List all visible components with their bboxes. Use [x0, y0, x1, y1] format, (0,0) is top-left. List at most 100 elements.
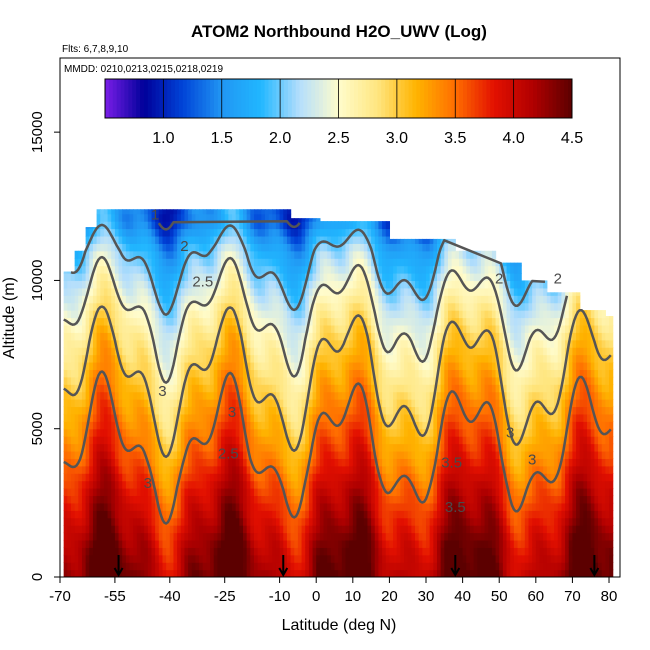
heatmap-cell — [400, 280, 405, 289]
heatmap-cell — [221, 443, 226, 452]
heatmap-cell — [294, 332, 299, 341]
heatmap-cell — [232, 228, 237, 237]
heatmap-cell — [162, 324, 167, 333]
heatmap-cell — [107, 302, 112, 311]
heatmap-cell — [389, 317, 394, 326]
heatmap-cell — [199, 213, 204, 222]
heatmap-cell — [418, 238, 423, 244]
heatmap-cell — [378, 517, 383, 526]
heatmap-cell — [166, 473, 171, 482]
heatmap-cell — [129, 488, 134, 497]
heatmap-cell — [195, 495, 200, 504]
heatmap-cell — [261, 213, 266, 222]
heatmap-cell — [78, 569, 83, 577]
heatmap-cell — [206, 525, 211, 534]
heatmap-cell — [111, 517, 116, 526]
heatmap-cell — [429, 532, 434, 541]
heatmap-cell — [147, 243, 153, 252]
heatmap-cell — [334, 221, 339, 230]
heatmap-cell — [210, 450, 215, 459]
heatmap-cell — [217, 406, 222, 415]
heatmap-cell — [400, 243, 405, 252]
heatmap-cell — [74, 450, 79, 459]
heatmap-cell — [297, 354, 303, 363]
heatmap-cell — [184, 517, 189, 526]
heatmap-cell — [261, 539, 266, 548]
heatmap-cell — [327, 569, 332, 577]
heatmap-cell — [308, 488, 314, 497]
heatmap-cell — [166, 354, 171, 363]
heatmap-cell — [294, 258, 299, 267]
heatmap-cell — [100, 495, 105, 504]
heatmap-cell — [155, 510, 160, 519]
heatmap-cell — [125, 332, 131, 341]
heatmap-cell — [107, 413, 112, 422]
heatmap-cell — [107, 235, 112, 244]
heatmap-cell — [96, 458, 101, 467]
heatmap-cell — [191, 465, 197, 474]
heatmap-cell — [89, 547, 94, 556]
heatmap-cell — [294, 295, 299, 304]
heatmap-cell — [144, 406, 149, 415]
heatmap-cell — [250, 399, 255, 408]
heatmap-cell — [301, 450, 306, 459]
heatmap-cell — [173, 280, 178, 289]
heatmap-cell — [407, 436, 412, 445]
heatmap-cell — [290, 562, 295, 571]
heatmap-cell — [286, 525, 292, 534]
heatmap-cell — [125, 273, 131, 282]
heatmap-cell — [396, 287, 401, 296]
heatmap-cell — [92, 488, 98, 497]
heatmap-cell — [74, 406, 79, 415]
heatmap-cell — [418, 324, 423, 333]
heatmap-cell — [352, 302, 358, 311]
heatmap-cell — [221, 295, 226, 304]
heatmap-cell — [294, 406, 299, 415]
heatmap-cell — [147, 562, 153, 571]
heatmap-cell — [429, 302, 434, 311]
heatmap-cell — [356, 413, 361, 422]
heatmap-cell — [415, 532, 420, 541]
heatmap-cell — [96, 480, 101, 489]
heatmap-cell — [195, 324, 200, 333]
heatmap-cell — [286, 569, 292, 577]
heatmap-cell — [330, 332, 336, 341]
heatmap-cell — [232, 532, 237, 541]
heatmap-cell — [312, 376, 317, 385]
heatmap-cell — [199, 554, 204, 563]
heatmap-cell — [294, 243, 299, 252]
heatmap-cell — [239, 562, 244, 571]
heatmap-cell — [330, 547, 336, 556]
heatmap-cell — [374, 517, 380, 526]
heatmap-cell — [184, 532, 189, 541]
heatmap-cell — [217, 221, 222, 230]
heatmap-cell — [166, 532, 171, 541]
heatmap-cell — [426, 443, 431, 452]
heatmap-cell — [206, 310, 211, 319]
heatmap-cell — [316, 228, 321, 237]
heatmap-cell — [312, 458, 317, 467]
heatmap-cell — [319, 413, 325, 422]
heatmap-cell — [210, 310, 215, 319]
heatmap-cell — [224, 488, 229, 497]
heatmap-cell — [407, 532, 412, 541]
heatmap-cell — [74, 517, 79, 526]
heatmap-cell — [404, 354, 409, 363]
heatmap-cell — [111, 458, 116, 467]
heatmap-cell — [166, 265, 171, 274]
heatmap-cell — [166, 324, 171, 333]
heatmap-cell — [199, 317, 204, 326]
heatmap-cell — [147, 532, 153, 541]
heatmap-cell — [81, 450, 87, 459]
heatmap-cell — [338, 458, 343, 467]
heatmap-cell — [177, 450, 182, 459]
heatmap-cell — [96, 302, 101, 311]
heatmap-cell — [173, 213, 178, 222]
heatmap-cell — [393, 465, 398, 474]
heatmap-cell — [396, 238, 401, 244]
heatmap-cell — [257, 517, 262, 526]
heatmap-cell — [136, 547, 142, 556]
heatmap-cell — [308, 243, 314, 252]
heatmap-cell — [257, 443, 262, 452]
heatmap-cell — [330, 458, 336, 467]
